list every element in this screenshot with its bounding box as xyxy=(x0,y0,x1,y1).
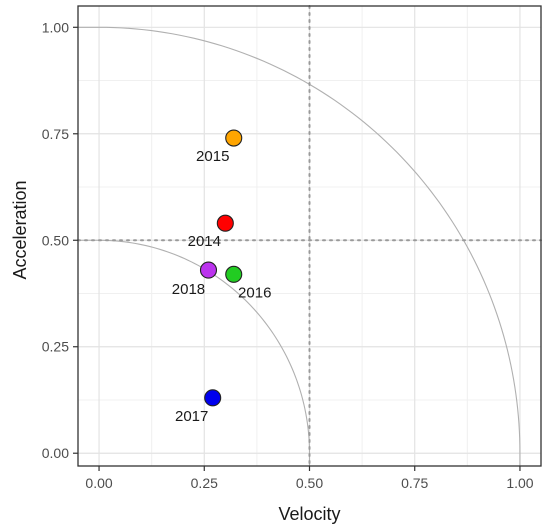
x-axis: 0.00 0.25 0.50 0.75 1.00 xyxy=(85,466,534,491)
point-label: 2018 xyxy=(172,281,205,298)
y-tick-label: 0.50 xyxy=(42,232,69,248)
reference-arcs xyxy=(78,26,521,466)
reference-arc xyxy=(78,239,311,466)
data-point xyxy=(225,265,243,283)
point-label: 2017 xyxy=(175,408,208,425)
data-point xyxy=(216,214,234,232)
point-label: 2014 xyxy=(188,233,221,250)
data-points xyxy=(199,129,243,407)
x-tick-label: 0.75 xyxy=(401,475,428,491)
y-tick-label: 0.25 xyxy=(42,339,69,355)
y-tick-label: 1.00 xyxy=(42,19,69,35)
data-point xyxy=(199,261,218,279)
y-axis: 0.00 0.25 0.50 0.75 1.00 xyxy=(42,19,78,461)
x-tick-label: 1.00 xyxy=(506,475,533,491)
point-label: 2015 xyxy=(196,148,229,165)
x-axis-title: Velocity xyxy=(278,504,340,524)
reference-arc xyxy=(78,26,521,466)
x-tick-label: 0.00 xyxy=(85,475,112,491)
point-labels: 2015 2014 2018 2016 2017 xyxy=(172,148,272,425)
x-tick-label: 0.25 xyxy=(191,475,218,491)
reference-lines xyxy=(77,5,542,467)
x-tick-label: 0.50 xyxy=(296,475,323,491)
y-axis-title: Acceleration xyxy=(10,180,30,279)
point-label: 2016 xyxy=(238,284,271,301)
data-point xyxy=(204,389,222,407)
y-tick-label: 0.75 xyxy=(42,126,69,142)
y-tick-label: 0.00 xyxy=(42,445,69,461)
data-point xyxy=(225,129,243,147)
